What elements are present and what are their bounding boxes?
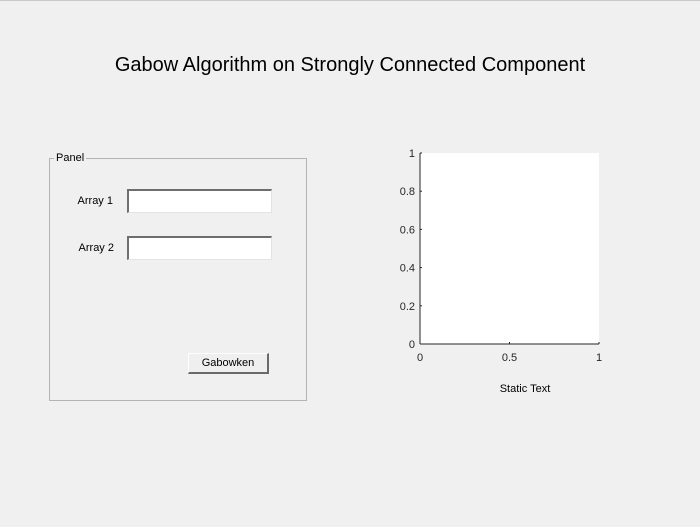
array2-input[interactable] <box>127 236 272 260</box>
y-tick-label: 0 <box>409 339 415 351</box>
x-tick-label: 1 <box>596 352 602 364</box>
y-tick-label: 1 <box>409 148 415 160</box>
x-tick-label: 0 <box>417 352 423 364</box>
y-tick-label: 0.2 <box>400 301 415 313</box>
array1-input[interactable] <box>127 189 272 213</box>
x-tick-label: 0.5 <box>502 352 517 364</box>
y-tick-label: 0.6 <box>400 224 415 236</box>
array2-label: Array 2 <box>78 242 114 254</box>
static-text-label: Static Text <box>499 383 551 395</box>
window-top-border <box>0 0 700 1</box>
y-tick-label: 0.8 <box>400 186 415 198</box>
y-tick-label: 0.4 <box>400 263 415 275</box>
y-axis-ticks: 0 0.2 0.4 0.6 0.8 1 <box>400 148 422 351</box>
page-title: Gabow Algorithm on Strongly Connected Co… <box>114 54 586 76</box>
array1-label: Array 1 <box>77 195 113 207</box>
input-panel: Panel Array 1 Array 2 Gabowken <box>49 152 307 401</box>
gabowken-button[interactable]: Gabowken <box>188 353 269 374</box>
panel-title: Panel <box>54 152 87 165</box>
axes-background <box>420 153 599 344</box>
x-axis-ticks: 0 0.5 1 <box>417 342 602 364</box>
